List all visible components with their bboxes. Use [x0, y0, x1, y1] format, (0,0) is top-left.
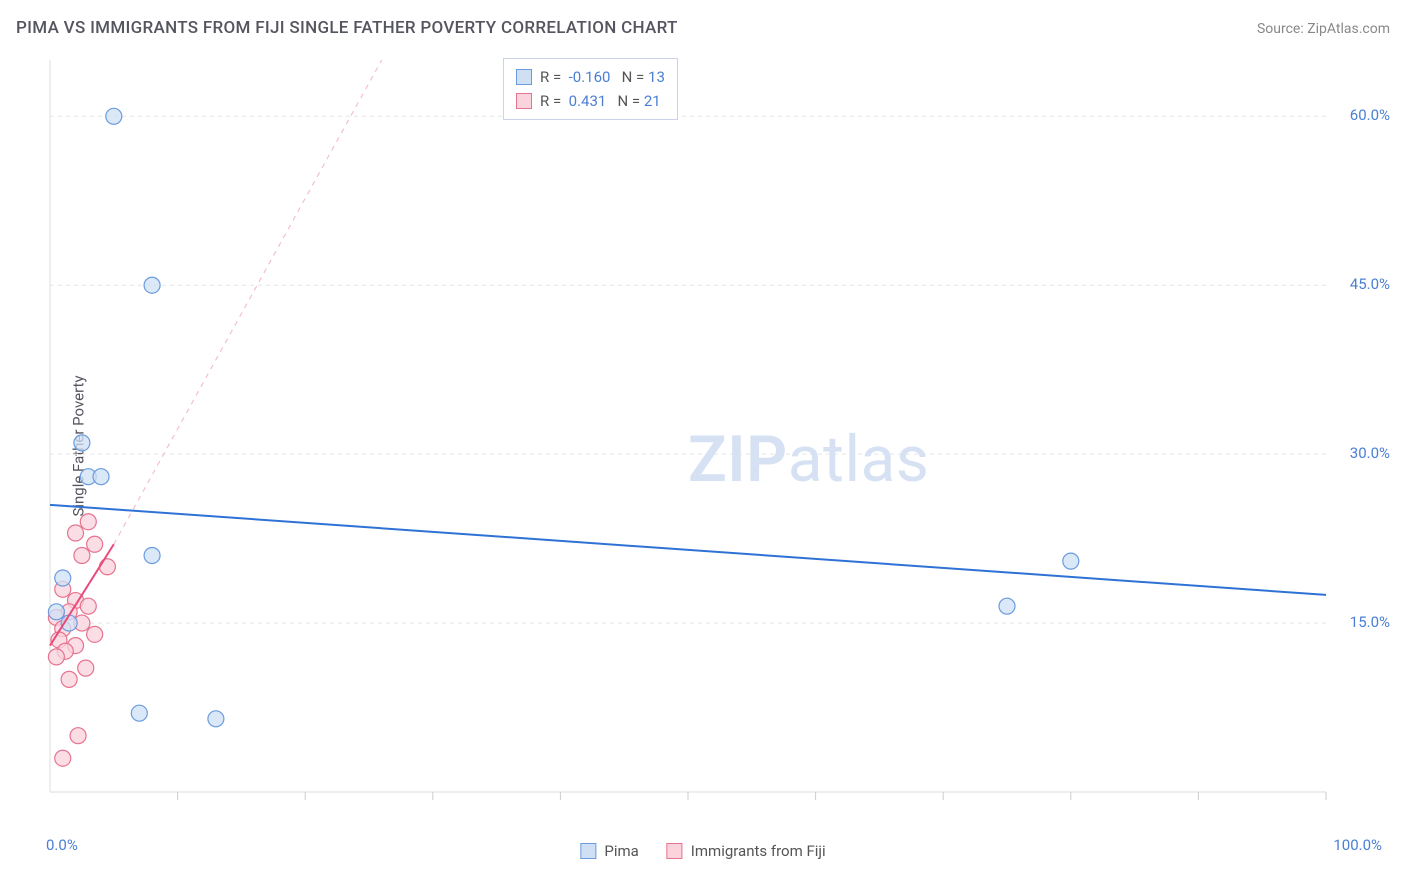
legend-row: R = -0.160 N = 13: [516, 65, 665, 89]
chart-title: PIMA VS IMMIGRANTS FROM FIJI SINGLE FATH…: [16, 18, 678, 38]
legend-item: Pima: [580, 842, 638, 860]
chart-source: Source: ZipAtlas.com: [1257, 21, 1390, 37]
chart-header: PIMA VS IMMIGRANTS FROM FIJI SINGLE FATH…: [16, 18, 1390, 38]
legend-label: Pima: [604, 842, 638, 860]
legend-correlation: R = -0.160 N = 13R = 0.431 N = 21: [503, 58, 678, 120]
y-tick-label: 60.0%: [1350, 106, 1390, 124]
legend-swatch: [516, 69, 532, 85]
legend-series: Pima Immigrants from Fiji: [580, 842, 825, 860]
chart-svg: [46, 52, 1386, 812]
y-tick-label: 15.0%: [1350, 613, 1390, 631]
legend-label: Immigrants from Fiji: [691, 842, 826, 860]
legend-swatch: [580, 843, 596, 859]
x-axis-min-label: 0.0%: [46, 836, 78, 854]
legend-swatch: [516, 93, 532, 109]
legend-row: R = 0.431 N = 21: [516, 89, 665, 113]
y-tick-label: 30.0%: [1350, 444, 1390, 462]
x-axis-max-label: 100.0%: [1333, 836, 1382, 854]
y-tick-label: 45.0%: [1350, 275, 1390, 293]
legend-swatch: [667, 843, 683, 859]
plot-area: ZIPatlas R = -0.160 N = 13R = 0.431 N = …: [46, 52, 1386, 812]
legend-item: Immigrants from Fiji: [667, 842, 826, 860]
